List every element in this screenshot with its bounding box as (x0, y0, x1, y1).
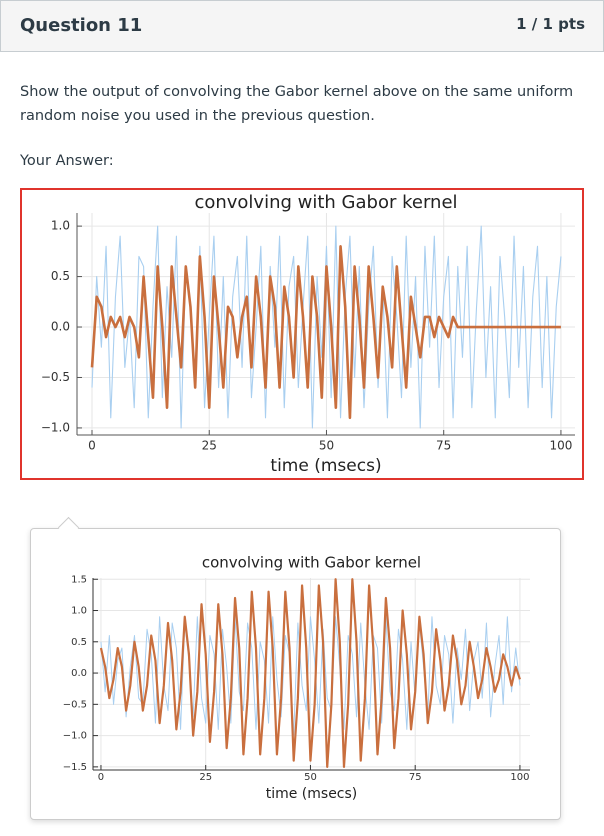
chart-title: convolving with Gabor kernel (194, 192, 457, 213)
y-tick-label: −1.0 (41, 420, 70, 434)
points: 1 / 1 pts (516, 15, 585, 33)
y-tick-label: 0.5 (71, 637, 87, 648)
x-tick-label: 50 (304, 772, 317, 783)
question-title: Question 11 (20, 15, 143, 36)
y-tick-label: −1.5 (63, 762, 87, 773)
x-tick-label: 50 (319, 439, 334, 453)
chart-title: convolving with Gabor kernel (202, 554, 421, 572)
x-tick-label: 25 (202, 439, 217, 453)
x-axis-label: time (msecs) (266, 786, 358, 802)
x-tick-label: 75 (409, 772, 422, 783)
x-tick-label: 0 (88, 439, 96, 453)
y-tick-label: 1.0 (71, 606, 87, 617)
y-tick-label: 0.5 (51, 269, 70, 283)
answer-label: Your Answer: (20, 153, 114, 169)
y-tick-label: −1.0 (63, 731, 87, 742)
y-tick-label: 1.0 (51, 219, 70, 233)
x-tick-label: 100 (549, 439, 572, 453)
x-tick-label: 25 (199, 772, 212, 783)
y-tick-label: −0.5 (41, 370, 70, 384)
answer-box (20, 188, 584, 480)
y-tick-label: 0.0 (51, 320, 70, 334)
x-tick-label: 75 (436, 439, 451, 453)
x-tick-label: 0 (98, 772, 104, 783)
y-tick-label: −0.5 (63, 699, 87, 710)
question-text: Show the output of convolving the Gabor … (20, 84, 574, 124)
y-tick-label: 1.5 (71, 574, 87, 585)
output-line (90, 245, 561, 420)
y-tick-label: 0.0 (71, 668, 87, 679)
output-line (99, 578, 521, 768)
x-tick-label: 100 (510, 772, 529, 783)
x-axis-label: time (msecs) (270, 456, 381, 476)
question-header: Question 11 1 / 1 pts (0, 0, 604, 52)
